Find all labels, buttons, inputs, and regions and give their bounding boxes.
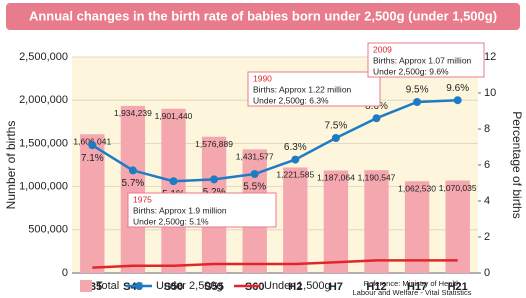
y-axis-title: Number of births xyxy=(4,121,18,210)
line-marker xyxy=(210,175,219,184)
bar xyxy=(404,181,430,273)
y-tick-label: 2,000,000 xyxy=(19,94,68,106)
bar-value-label: 1,576,889 xyxy=(195,139,233,149)
y-tick-label: 2,500,000 xyxy=(19,51,68,63)
annotation-year: 2009 xyxy=(373,44,392,54)
annotation-text: Births: Approx 1.9 million xyxy=(133,205,227,215)
bar xyxy=(120,105,146,274)
bar xyxy=(445,180,470,273)
line-marker xyxy=(250,170,259,178)
y2-tick-label: 4 xyxy=(484,195,490,207)
bar xyxy=(364,170,389,273)
line-series xyxy=(92,259,458,269)
bar-value-label: 1,901,440 xyxy=(155,111,193,121)
y2-tick-label: 10 xyxy=(484,87,496,99)
bar xyxy=(80,134,105,273)
legend-label: Total xyxy=(96,280,119,292)
title-banner xyxy=(6,3,520,30)
legend-marker xyxy=(135,282,143,290)
bar-value-label: 1,190,547 xyxy=(358,172,396,182)
line-marker xyxy=(169,177,178,186)
chart-title: Annual changes in the birth rate of babi… xyxy=(29,8,497,23)
annotation-box xyxy=(367,42,485,78)
x-tick-label: H21 xyxy=(448,281,468,293)
line-value-label: 5.5% xyxy=(243,182,266,193)
y2-tick-label: 12 xyxy=(484,51,496,63)
legend-label: Under 2,500g xyxy=(156,280,223,292)
line-value-label: 9.5% xyxy=(406,85,429,96)
line-marker xyxy=(128,166,137,175)
y-tick-label: 1,000,000 xyxy=(19,181,68,193)
line-value-label: 6.3% xyxy=(284,142,307,153)
bar xyxy=(323,170,349,273)
annotation-text: Births: Approx 1.07 million xyxy=(373,55,472,65)
y2-tick-label: 8 xyxy=(484,123,490,135)
y-tick-label: 0 xyxy=(62,267,68,279)
annotation-year: 1975 xyxy=(133,194,152,204)
source-note: Labour and Welfare - Vital Statistics xyxy=(353,288,472,297)
legend-label: Under 1,500g xyxy=(264,280,331,292)
y2-axis-title: Percentage of births xyxy=(510,111,524,218)
bar-value-label: 1,934,239 xyxy=(114,108,152,118)
y2-tick-label: 2 xyxy=(484,231,490,243)
y2-tick-label: 6 xyxy=(484,159,490,171)
bar-value-label: 1,431,577 xyxy=(236,152,274,162)
annotation-box xyxy=(247,71,381,107)
y-tick-label: 500,000 xyxy=(28,224,68,236)
line-marker xyxy=(331,134,340,142)
line-marker xyxy=(372,114,381,123)
y2-tick-label: 0 xyxy=(484,267,490,279)
line-marker xyxy=(453,96,462,105)
bar xyxy=(283,167,308,273)
line-value-label: 5.7% xyxy=(122,178,145,189)
annotation-box xyxy=(127,192,277,228)
bar-value-label: 1,070,035 xyxy=(439,183,477,193)
x-tick-label: H7 xyxy=(329,281,343,293)
legend-swatch xyxy=(80,280,92,292)
annotation-text: Under 2,500g: 9.6% xyxy=(373,66,449,76)
annotation-year: 1990 xyxy=(253,73,272,83)
source-note: Reference: Ministry of Health xyxy=(364,279,461,288)
bar-value-label: 1,221,585 xyxy=(276,170,314,180)
bar-value-label: 1,062,530 xyxy=(398,183,436,193)
line-value-label: 9.6% xyxy=(446,83,469,94)
line-marker xyxy=(88,141,97,150)
bar xyxy=(161,108,186,274)
x-tick-label: H17 xyxy=(407,281,427,293)
line-marker xyxy=(291,155,300,164)
line-value-label: 7.5% xyxy=(325,121,348,132)
annotation-text: Under 2,500g: 6.3% xyxy=(253,95,329,105)
annotation-text: Births: Approx 1.22 million xyxy=(253,84,352,94)
bar-value-label: 1,187,064 xyxy=(317,173,355,183)
line-marker xyxy=(413,98,422,106)
line-value-label: 7.1% xyxy=(81,153,104,164)
line-series xyxy=(91,98,458,183)
x-tick-label: S55 xyxy=(204,281,224,293)
annotation-text: Under 2,500g: 5.1% xyxy=(133,216,209,226)
x-tick-label: H2 xyxy=(288,281,302,293)
x-tick-label: H12 xyxy=(366,281,386,293)
y-tick-label: 1,500,000 xyxy=(19,137,68,149)
x-tick-label: S50 xyxy=(164,281,184,293)
